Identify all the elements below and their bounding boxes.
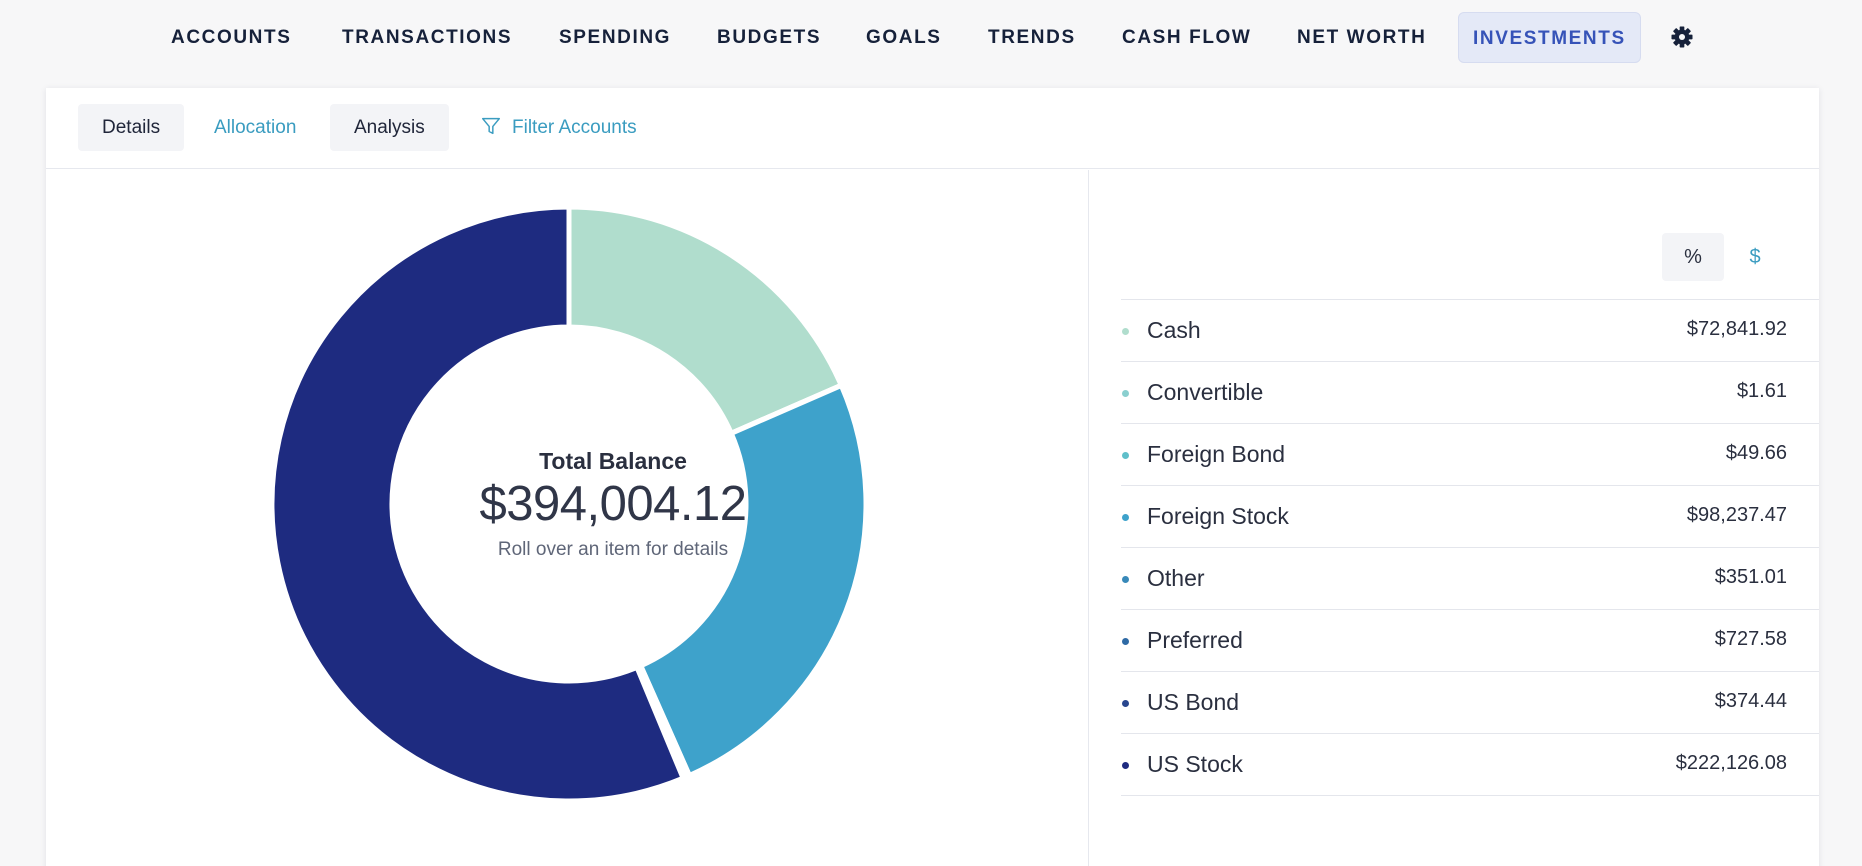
rollover-hint: Roll over an item for details [497,539,729,560]
allocation-donut-chart [271,206,867,802]
legend-value: $374.44 [1714,690,1787,712]
donut-slice-foreign-stock[interactable] [637,382,867,779]
legend-row-preferred[interactable]: Preferred $727.58 [1121,610,1819,672]
nav-net-worth[interactable]: NET WORTH [1297,27,1427,48]
total-balance-label: Total Balance [539,448,687,474]
investments-card: Details Allocation Analysis Filter Accou… [46,88,1819,866]
donut-slice-us-stock[interactable] [271,206,687,802]
legend-label: Foreign Stock [1147,503,1289,529]
legend-row-convertible[interactable]: Convertible $1.61 [1121,362,1819,424]
tab-allocation[interactable]: Allocation [214,117,297,138]
nav-cash-flow[interactable]: CASH FLOW [1122,27,1252,48]
legend-value: $1.61 [1736,380,1787,402]
legend-value: $727.58 [1714,628,1787,650]
nav-spending[interactable]: SPENDING [559,27,672,48]
legend-label: Foreign Bond [1147,441,1286,467]
legend-value: $98,237.47 [1686,504,1787,526]
gear-icon[interactable] [1668,23,1696,51]
legend-dot [1122,514,1129,521]
filter-accounts-button[interactable]: Filter Accounts [480,104,637,151]
legend-dot [1122,700,1129,707]
main-navigation: ACCOUNTS TRANSACTIONS SPENDING BUDGETS G… [0,0,1862,76]
nav-accounts[interactable]: ACCOUNTS [171,27,292,48]
funnel-icon [482,117,500,135]
legend-dot [1122,638,1129,645]
allocation-legend: Cash $72,841.92 Convertible $1.61 Foreign Bo… [1121,299,1819,796]
legend-dot [1122,762,1129,769]
legend-label: Cash [1147,317,1201,343]
legend-row-cash[interactable]: Cash $72,841.92 [1121,300,1819,362]
legend-row-foreign-stock[interactable]: Foreign Stock $98,237.47 [1121,486,1819,548]
legend-value: $222,126.08 [1675,752,1787,774]
percent-toggle[interactable]: % [1662,233,1724,281]
legend-label: US Stock [1147,751,1243,777]
legend-dot [1122,390,1129,397]
legend-dot [1122,576,1129,583]
legend-row-other[interactable]: Other $351.01 [1121,548,1819,610]
donut-slice-cash[interactable] [566,206,845,437]
tab-details[interactable]: Details [78,104,185,151]
legend-value: $72,841.92 [1686,318,1787,340]
nav-transactions[interactable]: TRANSACTIONS [342,27,513,48]
legend-dot [1122,452,1129,459]
legend-row-foreign-bond[interactable]: Foreign Bond $49.66 [1121,424,1819,486]
nav-investments[interactable]: INVESTMENTS [1458,12,1641,63]
panel-divider [1088,170,1089,866]
investment-subtabs: Details Allocation Analysis Filter Accou… [46,88,1819,169]
nav-trends[interactable]: TRENDS [988,27,1076,48]
legend-label: US Bond [1147,689,1240,715]
legend-dot [1122,328,1129,335]
nav-budgets[interactable]: BUDGETS [717,27,822,48]
filter-accounts-label: Filter Accounts [512,117,637,138]
legend-row-us-bond[interactable]: US Bond $374.44 [1121,672,1819,734]
total-balance-amount: $394,004.12 [479,477,748,531]
legend-label: Other [1147,565,1205,591]
legend-value: $49.66 [1725,442,1787,464]
dollar-toggle[interactable]: $ [1749,246,1761,268]
legend-row-us-stock[interactable]: US Stock $222,126.08 [1121,734,1819,796]
legend-label: Preferred [1147,627,1243,653]
nav-goals[interactable]: GOALS [866,27,942,48]
legend-label: Convertible [1147,379,1264,405]
legend-value: $351.01 [1714,566,1787,588]
tab-analysis[interactable]: Analysis [330,104,449,151]
